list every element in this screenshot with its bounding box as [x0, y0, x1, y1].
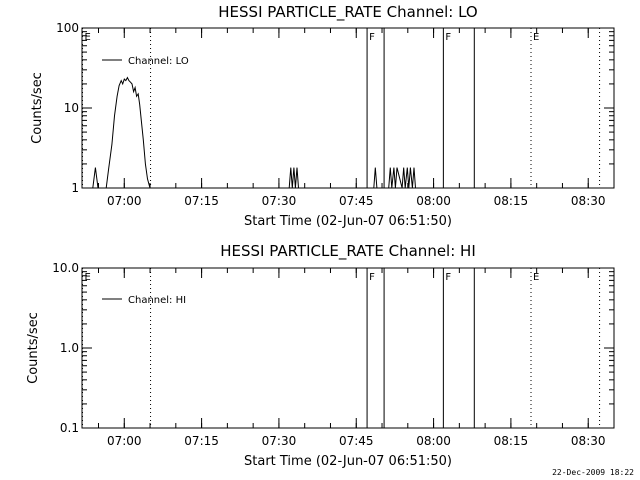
- y-tick-label: 1: [71, 181, 79, 195]
- legend-label: Channel: LO: [128, 56, 189, 67]
- marker-label: E: [85, 32, 91, 43]
- x-tick-label: 07:45: [339, 434, 374, 448]
- x-tick-label: 08:00: [416, 194, 451, 208]
- x-tick-label: 08:00: [416, 434, 451, 448]
- marker-label: E: [533, 32, 539, 43]
- marker-label: E: [533, 272, 539, 283]
- x-tick-label: 07:15: [184, 434, 219, 448]
- y-tick-label: 1.0: [60, 341, 79, 355]
- chart-title: HESSI PARTICLE_RATE Channel: LO: [218, 3, 477, 22]
- y-axis-label: Counts/sec: [30, 72, 45, 144]
- series-line: [92, 76, 418, 189]
- x-axis-label: Start Time (02-Jun-07 06:51:50): [244, 454, 452, 469]
- x-tick-label: 08:15: [494, 434, 529, 448]
- marker-label: E: [85, 272, 91, 283]
- y-tick-label: 0.1: [60, 421, 79, 435]
- y-tick-label: 100: [56, 21, 79, 35]
- x-tick-label: 08:30: [571, 194, 606, 208]
- y-axis-label: Counts/sec: [26, 312, 41, 384]
- chart-panel-lo: HESSI PARTICLE_RATE Channel: LO 1 10 100 07:…: [30, 3, 615, 229]
- y-tick-label: 10: [64, 101, 79, 115]
- plot-timestamp: 22-Dec-2009 18:22: [552, 468, 634, 477]
- x-tick-label: 07:00: [107, 434, 142, 448]
- x-tick-label: 07:15: [184, 194, 219, 208]
- x-tick-label: 08:30: [571, 434, 606, 448]
- plot-frame: [81, 267, 615, 429]
- x-tick-label: 07:45: [339, 194, 374, 208]
- y-tick-label: 10.0: [52, 261, 79, 275]
- marker-label: F: [445, 272, 451, 283]
- x-tick-label: 08:15: [494, 194, 529, 208]
- marker-label: F: [369, 32, 375, 43]
- x-tick-label: 07:30: [262, 434, 297, 448]
- x-tick-label: 07:30: [262, 194, 297, 208]
- plot-frame: [81, 27, 615, 189]
- x-axis-label: Start Time (02-Jun-07 06:51:50): [244, 214, 452, 229]
- chart-title: HESSI PARTICLE_RATE Channel: HI: [220, 242, 476, 261]
- marker-label: F: [369, 272, 375, 283]
- chart-panel-hi: HESSI PARTICLE_RATE Channel: HI 0.1 1.0 10.…: [26, 242, 615, 469]
- legend-label: Channel: HI: [128, 295, 186, 306]
- marker-label: F: [445, 32, 451, 43]
- x-tick-label: 07:00: [107, 194, 142, 208]
